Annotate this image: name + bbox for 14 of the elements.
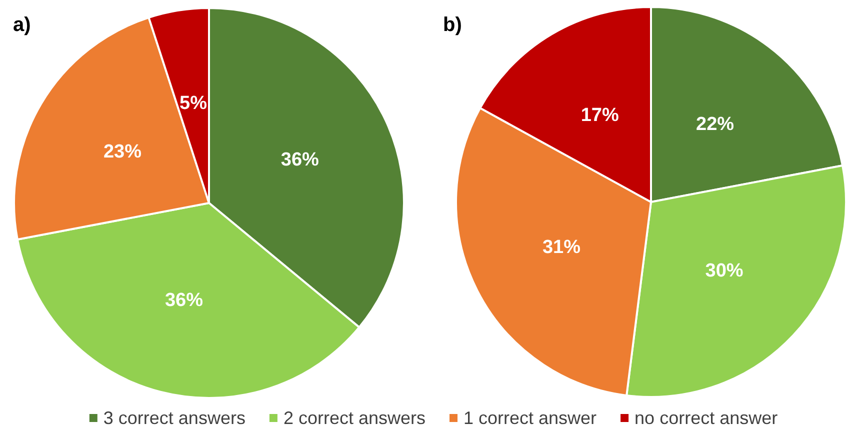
chart-title: b)	[443, 14, 462, 36]
data-label: 36%	[164, 290, 204, 311]
data-label: 5%	[180, 93, 208, 114]
data-label: 30%	[705, 260, 744, 282]
data-label: 31%	[542, 237, 581, 258]
data-label: 23%	[103, 141, 142, 162]
chart-title: a)	[13, 14, 31, 36]
data-label: 17%	[580, 104, 619, 126]
legend-label: 3 correct answers	[103, 408, 246, 428]
legend-label: 1 correct answer	[463, 408, 597, 428]
legend-label: 2 correct answers	[283, 408, 426, 428]
data-label: 36%	[280, 150, 320, 171]
data-label: 22%	[696, 114, 734, 136]
legend-label: no correct answer	[634, 408, 778, 428]
